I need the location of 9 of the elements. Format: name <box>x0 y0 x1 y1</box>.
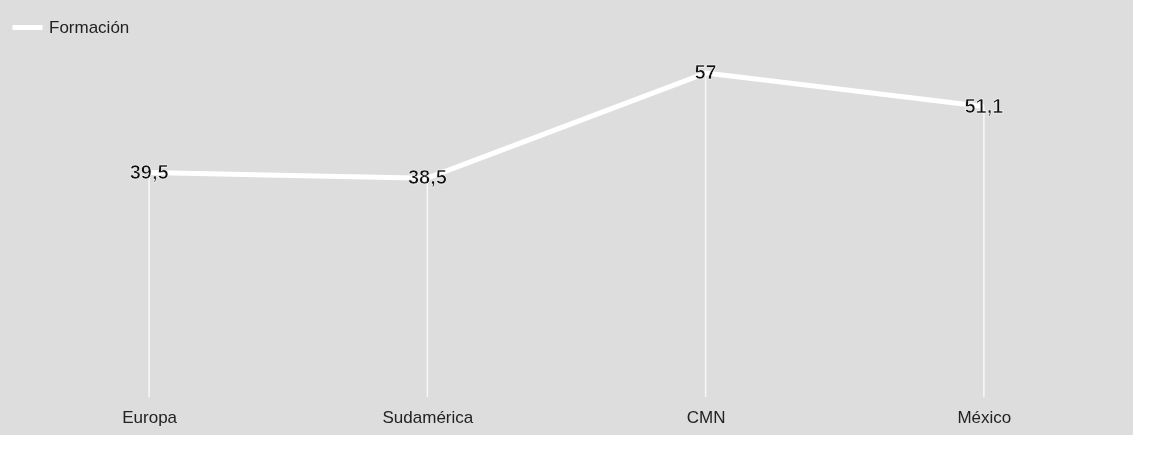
x-tick-label: México <box>957 407 1012 427</box>
data-label: 51,1 <box>964 94 1004 117</box>
x-tick-label: Europa <box>122 407 178 427</box>
data-label: 39,5 <box>129 160 169 183</box>
legend-label: Formación <box>49 17 130 37</box>
x-tick-label: CMN <box>686 407 726 427</box>
data-label: 38,5 <box>407 166 447 189</box>
data-label: 57 <box>694 61 717 84</box>
x-tick-label: Sudamérica <box>382 407 474 427</box>
